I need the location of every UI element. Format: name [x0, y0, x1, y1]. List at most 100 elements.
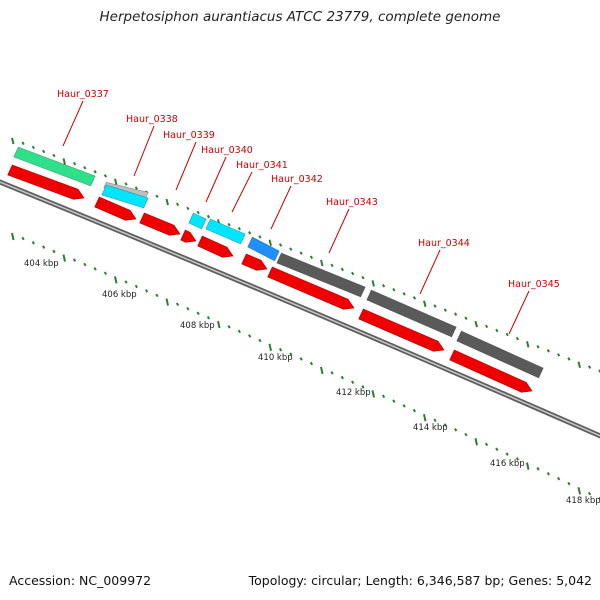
gene-feature: [188, 212, 207, 230]
topology-text: Topology: circular; Length: 6,346,587 bp…: [248, 573, 592, 588]
gene-label: Haur_0342: [271, 174, 323, 185]
gene-leader-line: [133, 125, 155, 177]
outer-scale-tick: [258, 235, 262, 239]
scale-tick: [433, 418, 437, 422]
scale-tick: [351, 380, 355, 385]
gene-leader-line: [62, 100, 84, 147]
scale-tick: [587, 491, 592, 496]
kbp-label: 414 kbp: [413, 423, 448, 433]
outer-scale-tick: [495, 328, 499, 333]
outer-scale-tick: [309, 255, 314, 260]
scale-tick: [361, 385, 365, 389]
cds-arrow: [358, 308, 445, 352]
outer-scale-tick: [381, 283, 386, 288]
gene-label: Haur_0341: [236, 160, 288, 171]
outer-scale-tick: [93, 170, 97, 174]
outer-scale-tick: [31, 145, 35, 150]
outer-scale-tick: [103, 174, 108, 178]
outer-scale-tick: [443, 308, 447, 312]
scale-tick: [484, 442, 489, 447]
outer-scale-tick: [505, 332, 509, 337]
outer-scale-tick: [165, 198, 169, 206]
outer-scale-tick: [42, 149, 46, 154]
outer-scale-tick: [526, 341, 530, 348]
outer-scale-tick: [237, 226, 241, 231]
gene-label: Haur_0345: [508, 279, 560, 290]
scale-tick: [227, 325, 231, 329]
scale-tick: [474, 438, 478, 446]
scale-tick: [21, 236, 25, 241]
outer-scale-tick: [587, 365, 592, 369]
kbp-label: 404 kbp: [24, 259, 59, 269]
scale-tick: [392, 399, 396, 403]
gene-leader-line: [205, 156, 227, 203]
scale-tick: [165, 298, 169, 306]
kbp-label: 412 kbp: [336, 388, 371, 398]
outer-scale-tick: [124, 182, 128, 186]
scale-tick: [412, 408, 417, 413]
gene-feature: [13, 146, 96, 187]
outer-scale-tick: [412, 296, 417, 300]
genome-backbone-highlight: [0, 181, 600, 437]
outer-scale-tick: [474, 320, 478, 328]
outer-scale-tick: [484, 324, 489, 329]
scale-tick: [248, 334, 252, 338]
scale-tick: [206, 315, 211, 320]
outer-scale-tick: [11, 137, 15, 145]
scale-tick: [42, 245, 46, 249]
outer-scale-tick: [546, 349, 550, 353]
cds-arrow: [267, 266, 355, 310]
scale-tick: [186, 306, 190, 311]
scale-tick: [72, 258, 77, 262]
outer-scale-tick: [52, 153, 56, 158]
scale-tick: [320, 366, 324, 375]
scale-tick: [258, 338, 262, 343]
kbp-label: 410 kbp: [258, 353, 293, 363]
scale-tick: [402, 404, 406, 408]
outer-scale-tick: [340, 267, 344, 272]
cds-arrow: [180, 229, 197, 243]
outer-scale-tick: [62, 158, 66, 165]
scale-tick: [546, 471, 550, 476]
gene-feature: [247, 236, 280, 262]
scale-tick: [340, 375, 344, 380]
scale-tick: [309, 361, 314, 366]
scale-tick: [103, 271, 108, 276]
outer-scale-tick: [433, 304, 437, 308]
map-title: Herpetosiphon aurantiacus ATCC 23779, co…: [99, 9, 501, 25]
accession-text: Accession: NC_009972: [9, 573, 152, 588]
scale-tick: [217, 320, 221, 329]
outer-scale-tick: [299, 251, 303, 255]
scale-tick: [83, 262, 87, 267]
kbp-label: 408 kbp: [180, 321, 215, 331]
scale-tick: [268, 343, 272, 352]
outer-scale-tick: [114, 178, 118, 185]
scale-tick: [330, 371, 334, 375]
scale-tick: [289, 352, 293, 357]
scale-tick: [31, 241, 35, 245]
outer-scale-tick: [464, 316, 468, 321]
outer-scale-tick: [186, 206, 190, 211]
gene-feature: [276, 252, 366, 298]
gene-label: Haur_0344: [418, 238, 470, 249]
gene-leader-line: [175, 141, 197, 191]
scale-tick: [175, 302, 180, 307]
outer-scale-tick: [361, 275, 365, 280]
outer-scale-tick: [536, 344, 540, 349]
scale-tick: [567, 481, 571, 486]
outer-scale-tick: [515, 336, 520, 341]
scale-tick: [423, 413, 427, 422]
outer-scale-tick: [392, 288, 396, 292]
gene-label: Haur_0343: [326, 197, 378, 208]
scale-tick: [495, 447, 499, 451]
gene-label: Haur_0340: [201, 145, 253, 156]
outer-scale-tick: [21, 141, 25, 146]
outer-scale-tick: [268, 239, 272, 246]
outer-scale-tick: [454, 312, 458, 316]
scale-tick: [464, 432, 468, 437]
cds-arrow: [7, 164, 85, 200]
outer-scale-tick: [402, 292, 406, 296]
scale-tick: [505, 452, 509, 456]
outer-scale-tick: [567, 357, 571, 361]
outer-scale-tick: [196, 210, 200, 215]
